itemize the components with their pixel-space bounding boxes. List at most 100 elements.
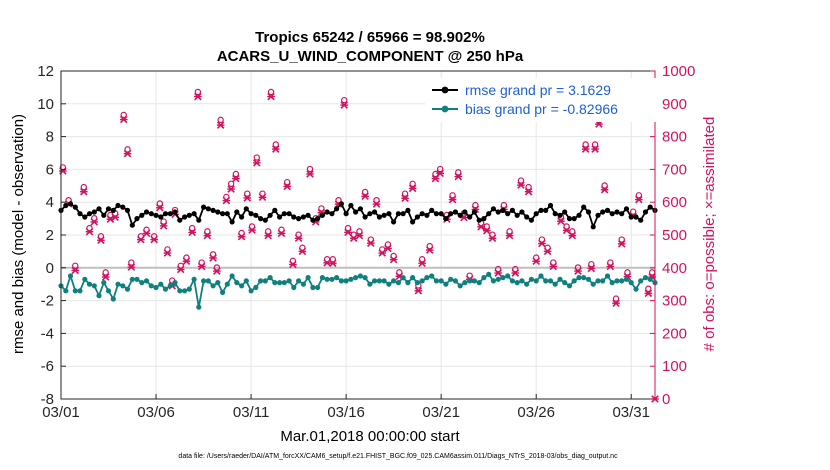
y-tick-label-left: 4 <box>46 194 54 211</box>
obs-assimilated-point <box>591 145 599 153</box>
rmse-point <box>633 214 639 220</box>
obs-possible-point <box>624 269 631 276</box>
y-tick-label-right: 100 <box>662 358 687 375</box>
x-axis: 03/01 03/06 03/11 03/16 03/21 03/26 03/31 <box>42 394 650 421</box>
obs-possible-point <box>356 228 363 235</box>
rmse-point <box>224 211 230 217</box>
bias-point <box>234 280 240 286</box>
obs-assimilated-point <box>418 259 426 267</box>
obs-assimilated-point <box>209 254 217 262</box>
bias-point <box>72 288 78 294</box>
rmse-point <box>467 214 473 220</box>
obs-assimilated-point <box>298 247 307 256</box>
bias-point <box>566 283 573 289</box>
y-tick-label-right: 900 <box>662 96 687 113</box>
obs-assimilated-point <box>248 226 256 234</box>
bias-point <box>63 288 69 294</box>
bias-point <box>571 278 577 284</box>
rmse-point <box>220 211 226 217</box>
rmse-point <box>476 217 482 223</box>
rmse-point <box>110 207 116 213</box>
rmse-point <box>367 211 373 217</box>
obs-assimilated-point <box>197 262 206 271</box>
rmse-point <box>590 224 596 230</box>
x-tick-label: 03/26 <box>517 404 555 421</box>
obs-possible-point <box>344 224 352 232</box>
legend-bias-marker <box>441 105 449 113</box>
obs-possible-point <box>494 265 502 273</box>
obs-assimilated-point <box>606 262 615 271</box>
obs-possible-point <box>341 96 348 104</box>
obs-assimilated-point <box>150 235 158 244</box>
bias-point <box>129 276 135 282</box>
rmse-point <box>338 201 344 207</box>
rmse-point <box>642 209 649 215</box>
legend-bias-label: bias grand pr = -0.82966 <box>465 101 618 117</box>
rmse-point <box>77 211 83 217</box>
obs-assimilated-point <box>97 236 105 245</box>
obs-possible-point <box>160 218 167 225</box>
rmse-point <box>148 211 154 217</box>
bias-line <box>60 273 656 308</box>
obs-assimilated-point <box>511 269 520 277</box>
obs-assimilated-point <box>243 194 252 202</box>
obs-possible-point <box>472 201 479 209</box>
bias-point <box>590 281 596 287</box>
bias-point <box>562 280 568 286</box>
rmse-point <box>400 211 406 217</box>
obs-possible-point <box>517 177 525 184</box>
legend-box <box>425 78 658 122</box>
rmse-point <box>581 204 587 210</box>
bias-point <box>372 278 378 284</box>
bias-point <box>424 275 430 281</box>
obs-possible-point <box>198 259 205 266</box>
obs-assimilated-point <box>90 218 99 226</box>
rmse-point <box>433 211 439 217</box>
obs-assimilated-point <box>80 187 88 196</box>
y-axis-left-label: rmse and bias (model - observation) <box>10 114 27 354</box>
rmse-point <box>277 214 283 220</box>
obs-possible-point <box>455 169 462 176</box>
rmse-point <box>552 211 558 217</box>
obs-assimilated-point <box>237 232 246 241</box>
obs-possible-point <box>335 196 342 204</box>
bias-point <box>177 288 183 294</box>
bias-point <box>443 281 449 287</box>
bias-point <box>77 288 83 294</box>
rmse-series <box>58 201 658 230</box>
bias-point <box>296 278 302 284</box>
rmse-point <box>186 212 192 218</box>
bias-point <box>395 280 401 286</box>
obs-assimilated-point <box>557 217 565 225</box>
y-tick-label-right: 400 <box>662 260 687 277</box>
obs-assimilated-point <box>617 240 626 248</box>
rmse-point <box>258 216 264 222</box>
rmse-point <box>571 216 577 222</box>
rmse-point <box>72 204 78 210</box>
bias-point <box>391 278 397 284</box>
bias-point <box>595 278 601 284</box>
rmse-point <box>562 209 568 215</box>
obs-possible-point <box>607 259 614 266</box>
obs-assimilated-point <box>294 234 303 243</box>
x-tick-label: 03/21 <box>422 404 460 421</box>
bias-point <box>329 276 335 282</box>
bias-point <box>196 304 202 310</box>
bias-point <box>467 278 473 284</box>
obs-assimilated-point <box>101 273 110 281</box>
bias-point <box>376 278 382 284</box>
rmse-point <box>177 217 183 223</box>
bias-point <box>476 280 482 286</box>
rmse-point <box>334 206 340 212</box>
y-tick-label-left: 2 <box>46 227 54 244</box>
bias-point <box>310 284 316 291</box>
obs-possible-point <box>102 269 109 276</box>
obs-assimilated-point <box>488 234 497 243</box>
rmse-point <box>201 204 207 210</box>
obs-assimilated-point <box>401 194 409 203</box>
rmse-point <box>91 209 97 215</box>
obs-possible-point <box>156 200 164 207</box>
obs-assimilated-point <box>111 213 119 222</box>
x-axis-label: Mar.01,2018 00:00:00 start <box>280 428 460 445</box>
bias-point <box>647 276 653 282</box>
